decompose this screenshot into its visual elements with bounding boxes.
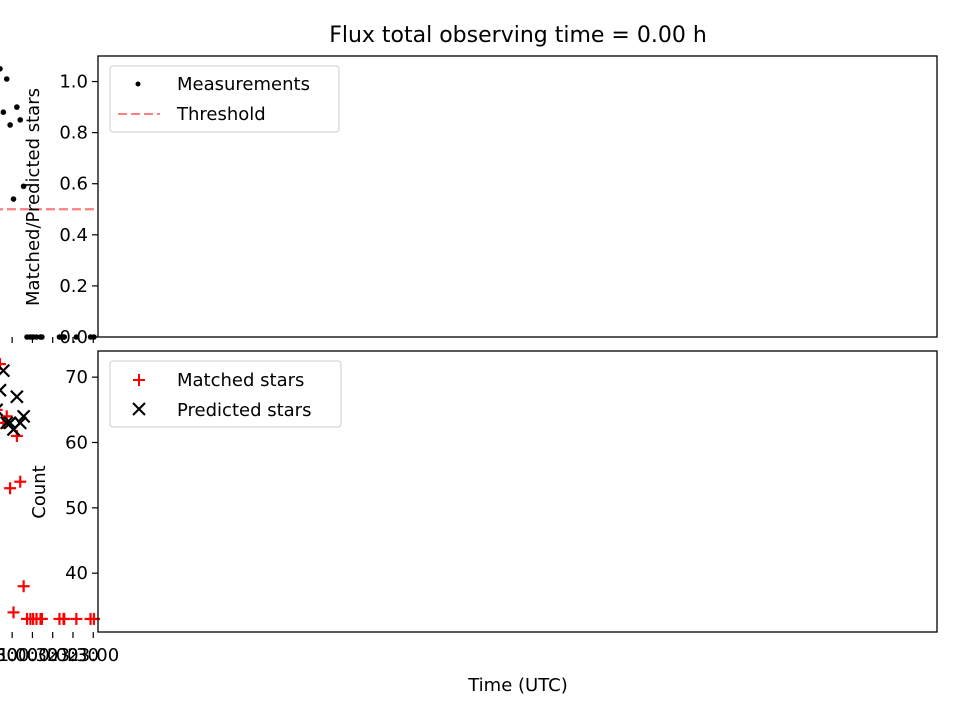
predicted-x-b bbox=[6, 422, 21, 437]
measurement-point bbox=[24, 334, 30, 340]
top-ytick-label-2: 0.4 bbox=[59, 225, 88, 246]
bottom-ytick-label-3: 70 bbox=[65, 367, 88, 388]
matched-star-point bbox=[70, 612, 83, 625]
bottom-xtick-label-1: 23:30 bbox=[47, 645, 99, 666]
bottom-xtick-label-2: 00:00 bbox=[27, 645, 79, 666]
predicted-x-a bbox=[0, 411, 4, 417]
measurement-point bbox=[37, 334, 44, 340]
top-x-axis bbox=[11, 337, 94, 343]
bottom-xtick-label-3: 00:30 bbox=[6, 645, 58, 666]
matched-star-point bbox=[21, 612, 34, 625]
bottom-xtick-label-5: 01:30 bbox=[0, 645, 18, 666]
top-ytick-label-4: 0.8 bbox=[59, 123, 88, 144]
predicted-star-point bbox=[0, 416, 14, 430]
bottom-xtick-label-4: 01:00 bbox=[0, 645, 38, 666]
legend-measurements-marker bbox=[135, 81, 141, 87]
legend-predicted-label: Predicted stars bbox=[177, 400, 311, 421]
measurement-point bbox=[56, 334, 63, 340]
legend-matched-marker bbox=[133, 374, 145, 386]
bottom-legend: Matched stars Predicted stars bbox=[109, 360, 342, 428]
top-ytick-label-5: 1.0 bbox=[59, 72, 88, 93]
top-ytick-label-3: 0.6 bbox=[59, 174, 88, 195]
top-ytick-label-1: 0.2 bbox=[59, 276, 88, 297]
matched-star-point bbox=[53, 612, 66, 625]
predicted-x-b bbox=[3, 416, 17, 430]
predicted-star-point bbox=[16, 409, 31, 424]
measurement-point bbox=[14, 104, 20, 110]
predicted-x-b bbox=[0, 363, 11, 376]
matched-star-point bbox=[0, 408, 3, 411]
predicted-star-point bbox=[0, 403, 4, 417]
bottom-plot-frame bbox=[97, 350, 938, 633]
legend-measurements-label: Measurements bbox=[177, 74, 310, 95]
predicted-star-point bbox=[10, 389, 24, 404]
bottom-ytick-label-2: 60 bbox=[65, 432, 88, 453]
bottom-ytick-label-0: 40 bbox=[65, 563, 88, 584]
measurement-point bbox=[20, 183, 27, 190]
measurement-point bbox=[73, 334, 80, 340]
figure-title: Flux total observing time = 0.00 h bbox=[329, 23, 707, 48]
matched-star-point bbox=[84, 612, 97, 625]
bottom-x-axis-label: Time (UTC) bbox=[467, 675, 568, 696]
measurement-point bbox=[10, 196, 17, 202]
predicted-x-b bbox=[10, 389, 24, 404]
top-ytick-label-0: 0.0 bbox=[59, 327, 88, 348]
legend-matched-label: Matched stars bbox=[177, 370, 304, 391]
predicted-x-b bbox=[0, 416, 14, 430]
bottom-y-axis-label: Count bbox=[29, 465, 50, 518]
measurement-point bbox=[17, 117, 24, 123]
matched-star-point bbox=[0, 358, 6, 371]
predicted-star-point bbox=[0, 363, 11, 378]
measurement-point bbox=[7, 122, 13, 128]
legend-threshold-label: Threshold bbox=[176, 104, 266, 125]
legend-predicted-marker bbox=[132, 402, 146, 416]
predicted-x-b bbox=[16, 409, 31, 424]
predicted-star-point bbox=[0, 383, 7, 397]
top-y-axis-label: Matched/Predicted stars bbox=[23, 88, 44, 306]
matched-star-point bbox=[4, 482, 17, 495]
matched-star-point bbox=[14, 475, 27, 488]
top-legend: Measurements Threshold bbox=[109, 65, 340, 133]
measurement-point bbox=[0, 65, 3, 72]
matched-star-point bbox=[7, 606, 20, 619]
predicted-star-point bbox=[3, 416, 17, 430]
bottom-y-axis: 40 50 60 70 bbox=[65, 367, 98, 584]
predicted-x-a bbox=[0, 388, 7, 397]
matched-star-point bbox=[17, 580, 30, 593]
bottom-legend-frame bbox=[109, 360, 342, 428]
predicted-x-b bbox=[0, 403, 4, 408]
top-panel: 0.0 0.2 0.4 0.6 0.8 1.0 Matched/Predicted sta… bbox=[0, 55, 938, 348]
bottom-panel: 40 50 60 70 23:0023:3000:0000:3001:0001:300… bbox=[0, 350, 938, 696]
top-plot-frame bbox=[97, 55, 938, 338]
measurement-point bbox=[3, 76, 10, 82]
bottom-ytick-label-1: 50 bbox=[65, 498, 88, 519]
measurement-point bbox=[87, 334, 94, 340]
predicted-x-b bbox=[0, 383, 7, 392]
bottom-xtick-label-0: 23:00 bbox=[67, 645, 119, 666]
top-y-axis: 0.0 0.2 0.4 0.6 0.8 1.0 bbox=[59, 72, 98, 348]
measurement-point bbox=[0, 109, 7, 115]
top-legend-frame bbox=[109, 65, 340, 133]
measurement-point bbox=[60, 334, 67, 340]
